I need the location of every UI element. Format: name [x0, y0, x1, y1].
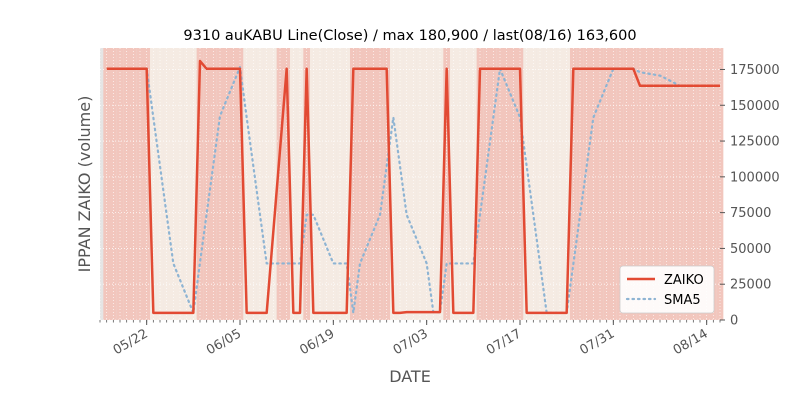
plot-area [99, 48, 724, 321]
chart-title: 9310 auKABU Line(Close) / max 180,900 / … [183, 28, 636, 44]
y-tick-label: 75000 [730, 206, 771, 221]
legend-label-sma5: SMA5 [664, 293, 701, 308]
band-high [356, 48, 370, 320]
y-axis: 0 25000 50000 75000 100000 125000 150000 175000 [720, 63, 780, 329]
y-tick-label: 100000 [730, 170, 780, 185]
band-low [403, 48, 417, 320]
gridlines [99, 48, 721, 321]
y-axis-label: IPPAN ZAIKO (volume) [75, 96, 94, 273]
y-tick-label: 25000 [730, 278, 771, 293]
series-layer [106, 59, 722, 315]
y-tick-label: 175000 [730, 63, 780, 78]
band-low [170, 48, 184, 320]
series-line-zaiko [106, 59, 720, 315]
band-high [590, 48, 604, 320]
band-high [603, 48, 617, 320]
legend: ZAIKO SMA5 [619, 265, 715, 314]
x-axis-label: DATE [389, 367, 431, 386]
band-high [123, 48, 137, 320]
legend-label-zaiko: ZAIKO [664, 273, 704, 288]
y-tick-label: 150000 [730, 99, 780, 114]
y-tick-label: 125000 [730, 135, 780, 150]
band-low [543, 48, 557, 320]
band-low [323, 48, 337, 320]
y-tick-label: 50000 [730, 242, 771, 257]
y-tick-label: 0 [730, 314, 738, 329]
band-high [216, 48, 230, 320]
band-high [370, 48, 384, 320]
